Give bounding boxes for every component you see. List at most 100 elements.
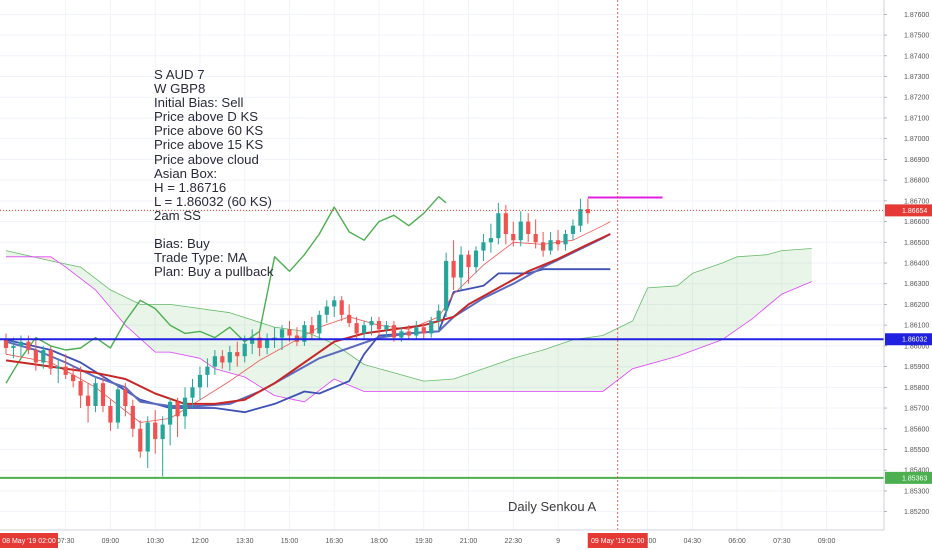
candle-body xyxy=(436,310,441,322)
cloud-segment xyxy=(528,352,536,392)
cloud-segment xyxy=(774,250,782,301)
price-tick-label: 1.86700 xyxy=(904,198,929,205)
ichimoku-cloud xyxy=(5,248,812,403)
cloud-segment xyxy=(125,297,133,332)
candle-body xyxy=(41,350,46,363)
cloud-segment xyxy=(558,342,566,392)
candle-body xyxy=(451,260,456,278)
cloud-segment xyxy=(431,380,439,392)
candle-body xyxy=(369,321,374,326)
cloud-segment xyxy=(304,331,312,402)
price-tick-label: 1.85700 xyxy=(904,406,929,413)
candle-body xyxy=(570,225,576,234)
cloud-segment xyxy=(43,256,51,261)
cloud-segment xyxy=(632,304,641,369)
candle-body xyxy=(332,300,337,307)
candle-body xyxy=(406,331,411,336)
cloud-segment xyxy=(498,360,506,392)
annotation-line: Price above 15 KS xyxy=(154,137,264,153)
cloud-segment xyxy=(565,339,573,392)
cloud-segment xyxy=(282,328,290,399)
candle-body xyxy=(26,341,31,351)
cloud-segment xyxy=(595,335,603,392)
annotation-line: Bias: Buy xyxy=(154,236,210,252)
candle-body xyxy=(242,343,247,357)
cloud-segment xyxy=(602,331,611,392)
horizontal-lines[interactable] xyxy=(0,196,884,479)
price-tag xyxy=(885,471,932,484)
candle-body xyxy=(235,352,240,357)
time-axis[interactable]: 07:30 09:00 10:30 12:00 13:30 15:00 16:30 18:00… xyxy=(0,529,932,550)
annotation-line: Price above 60 KS xyxy=(154,123,264,139)
price-tag xyxy=(885,333,932,346)
annotation-line: Price above cloud xyxy=(154,151,259,167)
cloud-segment xyxy=(222,311,230,373)
cloud-segment xyxy=(95,278,103,299)
candle-body xyxy=(309,325,314,334)
candle-body xyxy=(526,221,531,234)
cloud-segment xyxy=(438,379,447,392)
price-tick-label: 1.86100 xyxy=(904,323,929,330)
candle-body xyxy=(429,321,434,334)
cloud-segment xyxy=(789,249,797,291)
cloud-segment xyxy=(535,350,544,392)
candle-body xyxy=(220,356,225,363)
time-tick-label: 09:00 xyxy=(102,538,120,545)
cloud-segment xyxy=(461,373,469,392)
price-axis-bg xyxy=(884,0,932,550)
cloud-segment xyxy=(781,250,790,295)
time-tick-label: 16:30 xyxy=(325,538,343,545)
price-tick-label: 1.86400 xyxy=(904,261,929,268)
cloud-segment xyxy=(371,366,379,392)
start-time-tag xyxy=(0,533,58,548)
price-tick-label: 1.87100 xyxy=(904,115,929,122)
time-tick-label: 9 xyxy=(556,538,560,545)
candle-body xyxy=(56,366,61,369)
candle-body xyxy=(414,327,419,336)
grid xyxy=(0,0,884,530)
price-axis[interactable]: 1.87600 1.87500 1.87400 1.87300 1.87200 1.871… xyxy=(883,0,932,550)
candle-body xyxy=(279,329,285,338)
cloud-segment xyxy=(759,254,767,313)
cloud-segment xyxy=(229,312,238,375)
candle-body xyxy=(481,242,486,251)
candle-body xyxy=(302,325,307,342)
candle-body xyxy=(391,325,397,338)
candle-body xyxy=(138,428,143,452)
price-tick-label: 1.86800 xyxy=(904,178,929,185)
cloud-segment xyxy=(744,255,752,325)
candle-body xyxy=(347,314,352,324)
cloud-segment xyxy=(117,293,126,326)
cloud-segment xyxy=(692,270,700,351)
cloud-segment xyxy=(513,356,521,392)
candle-body xyxy=(339,300,344,315)
cloud-segment xyxy=(80,267,89,285)
candle-body xyxy=(48,350,53,369)
candle-body xyxy=(317,314,322,334)
price-tick-label: 1.85400 xyxy=(904,468,929,475)
annotation-line xyxy=(154,223,274,237)
candle-body xyxy=(85,395,91,406)
cloud-segment xyxy=(677,279,685,357)
time-axis-bg xyxy=(0,530,932,550)
time-tick-label: 04:30 xyxy=(684,538,702,545)
candle-body xyxy=(212,356,217,367)
cloud-segment xyxy=(73,265,81,279)
annotation-line: Asian Box: xyxy=(154,165,218,181)
cloud-segment xyxy=(408,376,417,392)
cloud-segment xyxy=(662,286,670,361)
cloud-segment xyxy=(170,304,178,354)
cloud-segment xyxy=(177,305,186,356)
cloud-segment xyxy=(416,379,424,392)
cloud-segment xyxy=(655,286,663,363)
candle-body xyxy=(63,366,68,375)
time-tick-label: 22:30 xyxy=(505,538,523,545)
candle-body xyxy=(18,341,24,346)
cloud-segment xyxy=(386,370,394,392)
time-tick-label: 12:00 xyxy=(191,538,209,545)
cloud-segment xyxy=(334,343,342,383)
cloud-segment xyxy=(453,376,462,392)
cloud-segment xyxy=(252,319,260,387)
